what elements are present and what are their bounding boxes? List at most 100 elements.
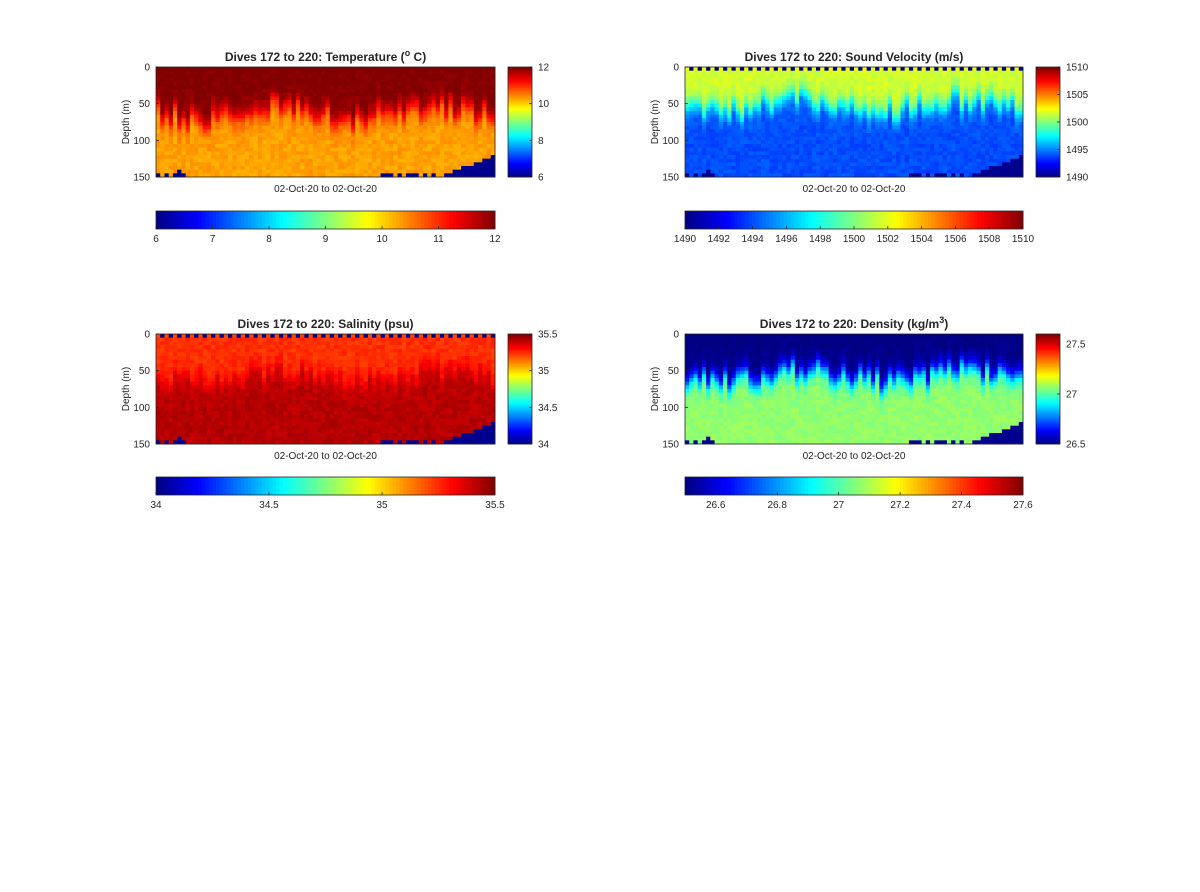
- heatmap-cell: [934, 107, 939, 112]
- heatmap-cell: [854, 125, 859, 130]
- heatmap-cell: [473, 122, 479, 127]
- heatmap-cell: [465, 140, 470, 145]
- heatmap-cell: [338, 140, 343, 145]
- heatmap-cell: [883, 166, 889, 171]
- heatmap-cell: [896, 129, 901, 134]
- heatmap-cell: [837, 96, 842, 101]
- heatmap-cell: [849, 166, 855, 171]
- heatmap-cell: [172, 140, 178, 145]
- heatmap-cell: [900, 70, 906, 75]
- heatmap-cell: [473, 92, 479, 97]
- heatmap-cell: [304, 70, 309, 75]
- heatmap-cell: [997, 92, 1003, 97]
- heatmap-cell: [714, 92, 720, 97]
- heatmap-cell: [308, 169, 314, 174]
- heatmap-cell: [887, 151, 893, 156]
- heatmap-cell: [723, 67, 728, 72]
- heatmap-cell: [993, 140, 999, 145]
- heatmap-cell: [338, 122, 343, 127]
- heatmap-cell: [240, 136, 246, 141]
- heatmap-cell: [172, 129, 178, 134]
- heatmap-cell: [202, 133, 208, 138]
- heatmap-cell: [317, 92, 322, 97]
- heatmap-cell: [287, 166, 292, 171]
- colorbar-swatch: [508, 96, 532, 99]
- heatmap-cell: [380, 129, 386, 134]
- heatmap-cell: [824, 111, 830, 116]
- heatmap-cell: [278, 151, 284, 156]
- heatmap-cell: [376, 129, 381, 134]
- heatmap-cell: [490, 111, 496, 116]
- heatmap-cell: [295, 118, 301, 123]
- heatmap-cell: [710, 92, 715, 97]
- heatmap-cell: [393, 67, 398, 72]
- heatmap-cell: [951, 103, 956, 108]
- heatmap-cell: [389, 89, 394, 94]
- heatmap-cell: [194, 81, 199, 86]
- heatmap-cell: [240, 89, 246, 94]
- heatmap-cell: [866, 133, 872, 138]
- heatmap-cell: [731, 166, 737, 171]
- heatmap-cell: [338, 169, 343, 174]
- heatmap-cell: [410, 81, 415, 86]
- heatmap-cell: [706, 144, 711, 149]
- heatmap-cell: [185, 111, 191, 116]
- heatmap-cell: [321, 173, 326, 178]
- heatmap-cell: [359, 173, 365, 178]
- heatmap-cell: [824, 118, 830, 123]
- heatmap-cell: [997, 103, 1003, 108]
- heatmap-cell: [942, 111, 948, 116]
- heatmap-cell: [997, 133, 1003, 138]
- heatmap-cell: [333, 133, 339, 138]
- heatmap-cell: [896, 103, 901, 108]
- heatmap-cell: [367, 114, 373, 119]
- heatmap-cell: [389, 158, 394, 163]
- heatmap-cell: [858, 151, 863, 156]
- heatmap-cell: [744, 78, 749, 83]
- heatmap-cell: [312, 158, 318, 163]
- heatmap-cell: [202, 173, 208, 178]
- heatmap-cell: [963, 107, 969, 112]
- heatmap-cell: [837, 89, 842, 94]
- heatmap-cell: [414, 89, 420, 94]
- heatmap-cell: [380, 92, 386, 97]
- heatmap-cell: [482, 122, 487, 127]
- heatmap-cell: [444, 103, 449, 108]
- heatmap-cell: [773, 140, 779, 145]
- heatmap-cell: [777, 166, 783, 171]
- heatmap-cell: [435, 89, 441, 94]
- heatmap-cell: [1006, 111, 1011, 116]
- heatmap-cell: [769, 111, 775, 116]
- heatmap-cell: [955, 136, 961, 141]
- heatmap-cell: [342, 111, 348, 116]
- heatmap-cell: [401, 103, 407, 108]
- heatmap-cell: [465, 70, 470, 75]
- heatmap-cell: [244, 133, 250, 138]
- heatmap-cell: [376, 114, 381, 119]
- heatmap-cell: [832, 125, 838, 130]
- heatmap-cell: [372, 129, 377, 134]
- heatmap-cell: [963, 70, 969, 75]
- heatmap-cell: [478, 118, 483, 123]
- heatmap-cell: [832, 147, 838, 152]
- heatmap-cell: [397, 158, 403, 163]
- heatmap-cell: [824, 140, 830, 145]
- heatmap-cell: [261, 122, 267, 127]
- heatmap-cell: [215, 78, 220, 83]
- heatmap-cell: [782, 166, 787, 171]
- heatmap-cell: [921, 133, 927, 138]
- heatmap-cell: [465, 173, 470, 178]
- heatmap-cell: [172, 96, 178, 101]
- heatmap-cell: [444, 173, 449, 178]
- heatmap-cell: [701, 111, 707, 116]
- heatmap-cell: [431, 89, 437, 94]
- heatmap-cell: [228, 67, 233, 72]
- heatmap-cell: [723, 70, 728, 75]
- heatmap-cell: [870, 136, 876, 141]
- heatmap-cell: [782, 118, 787, 123]
- heatmap-cell: [1006, 169, 1011, 174]
- heatmap-cell: [172, 173, 178, 178]
- heatmap-cell: [828, 100, 834, 105]
- heatmap-cell: [820, 147, 825, 152]
- heatmap-cell: [414, 70, 420, 75]
